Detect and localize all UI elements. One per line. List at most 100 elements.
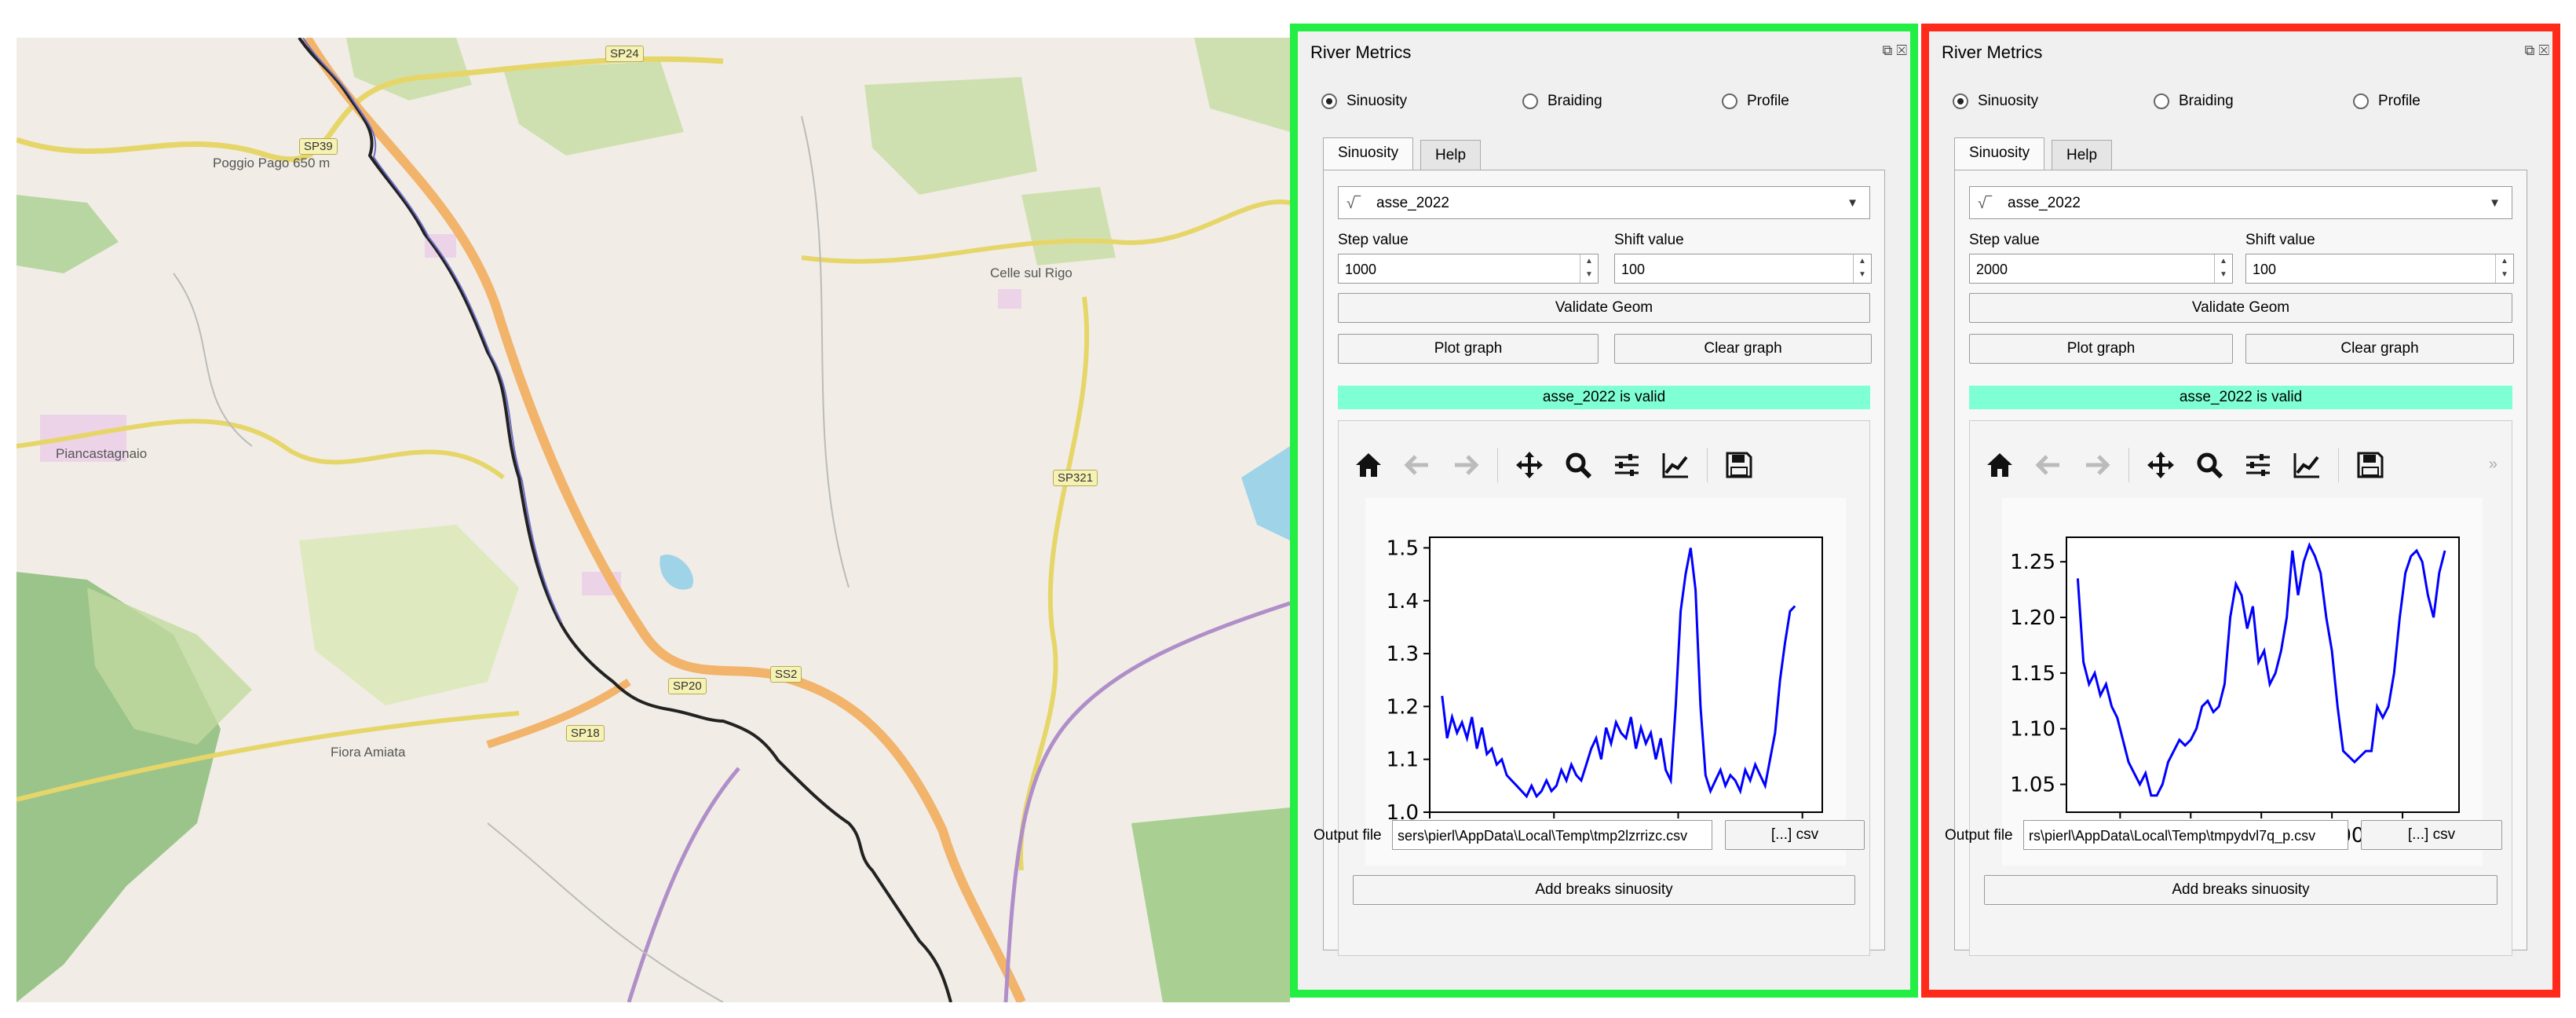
edit-axis-icon[interactable] — [2289, 448, 2324, 482]
spin-arrows-icon[interactable]: ▲ ▼ — [2495, 255, 2513, 283]
save-icon[interactable] — [1722, 448, 1756, 482]
shift-value: 100 — [1621, 262, 1646, 277]
back-arrow-icon[interactable] — [2031, 448, 2066, 482]
dock-buttons[interactable]: ⧉ ☒ — [1883, 42, 1907, 59]
y-tick-label: 1.10 — [2010, 718, 2055, 742]
add-breaks-sinuosity-button[interactable]: Add breaks sinuosity — [1984, 875, 2497, 905]
chevron-down-icon[interactable]: ▼ — [2489, 196, 2501, 210]
y-tick-label: 1.2 — [1387, 695, 1419, 719]
shift-spinbox[interactable]: 100 ▲ ▼ — [2245, 254, 2514, 284]
radio-sinuosity[interactable]: Sinuosity — [1321, 93, 1407, 110]
line-layer-icon: √‾ — [1346, 195, 1361, 212]
shift-label: Shift value — [2245, 232, 2315, 248]
road-shield: SP20 — [668, 678, 707, 694]
layer-name: asse_2022 — [2008, 195, 2081, 211]
forward-arrow-icon[interactable] — [2080, 448, 2114, 482]
float-icon[interactable]: ⧉ — [2524, 42, 2535, 58]
tab-help[interactable]: Help — [2052, 140, 2113, 170]
dock-buttons[interactable]: ⧉ ☒ — [2525, 42, 2549, 59]
tab-sinuosity[interactable]: Sinuosity — [1323, 137, 1414, 170]
radio-dot[interactable] — [1953, 93, 1968, 109]
layer-combobox[interactable]: √‾ asse_2022 ▼ — [1969, 186, 2512, 219]
map-basemap — [16, 38, 1290, 1002]
zoom-icon[interactable] — [1561, 448, 1595, 482]
shift-spinbox[interactable]: 100 ▲ ▼ — [1614, 254, 1872, 284]
pan-icon[interactable] — [1512, 448, 1547, 482]
step-label: Step value — [1338, 232, 1409, 248]
csv-browse-button[interactable]: [...] csv — [1725, 820, 1865, 850]
chart-svg: 1.051.101.151.201.2525005000750010000125… — [2010, 536, 2460, 848]
toolbar-overflow-icon[interactable]: » — [2488, 456, 2497, 473]
forward-arrow-icon[interactable] — [1449, 448, 1483, 482]
panel-title: River Metrics — [1942, 42, 2043, 62]
plot-axes-frame — [1429, 536, 1823, 813]
subplots-config-icon[interactable] — [2241, 448, 2275, 482]
edit-axis-icon[interactable] — [1658, 448, 1693, 482]
csv-browse-button[interactable]: [...] csv — [2361, 820, 2502, 850]
plot-axes-frame — [2066, 536, 2460, 813]
add-breaks-sinuosity-button[interactable]: Add breaks sinuosity — [1353, 875, 1855, 905]
output-file-field[interactable]: sers\pierl\AppData\Local\Temp\tmp2lzrriz… — [1392, 820, 1712, 850]
plot-toolbar — [1351, 441, 1756, 489]
chevron-down-icon[interactable]: ▼ — [1847, 196, 1858, 210]
toolbar-separator — [1497, 448, 1498, 482]
panel-title: River Metrics — [1310, 42, 1412, 62]
output-file-field[interactable]: rs\pierl\AppData\Local\Temp\tmpydvl7q_p.… — [2023, 820, 2348, 850]
subplots-config-icon[interactable] — [1610, 448, 1644, 482]
line-layer-icon: √‾ — [1978, 195, 1992, 212]
spin-arrows-icon[interactable]: ▲ ▼ — [1853, 255, 1871, 283]
back-arrow-icon[interactable] — [1400, 448, 1434, 482]
close-icon[interactable]: ☒ — [2538, 42, 2549, 58]
radio-dot[interactable] — [1722, 93, 1737, 109]
spin-arrows-icon[interactable]: ▲ ▼ — [1580, 255, 1598, 283]
radio-profile[interactable]: Profile — [1722, 93, 1789, 110]
home-icon[interactable] — [1351, 448, 1386, 482]
radio-braiding[interactable]: Braiding — [2154, 93, 2234, 110]
radio-dot[interactable] — [2353, 93, 2369, 109]
radio-dot[interactable] — [2154, 93, 2169, 109]
output-file-label: Output file — [1314, 827, 1382, 844]
road-shield: SP18 — [566, 725, 605, 742]
float-icon[interactable]: ⧉ — [1882, 42, 1893, 58]
map-place-label: Piancastagnaio — [56, 446, 148, 461]
tab-help[interactable]: Help — [1420, 140, 1482, 170]
close-icon[interactable]: ☒ — [1896, 42, 1907, 58]
sinuosity-series-line — [2076, 542, 2446, 797]
radio-profile[interactable]: Profile — [2353, 93, 2421, 110]
layer-combobox[interactable]: √‾ asse_2022 ▼ — [1338, 186, 1870, 219]
tab-sinuosity[interactable]: Sinuosity — [1954, 137, 2045, 170]
y-tick-label: 1.4 — [1387, 590, 1419, 613]
status-message: asse_2022 is valid — [1338, 386, 1870, 409]
radio-sinuosity[interactable]: Sinuosity — [1953, 93, 2038, 110]
toolbar-separator — [2338, 448, 2339, 482]
validate-geom-button[interactable]: Validate Geom — [1969, 293, 2512, 323]
zoom-icon[interactable] — [2192, 448, 2227, 482]
shift-label: Shift value — [1614, 232, 1684, 248]
save-icon[interactable] — [2353, 448, 2388, 482]
step-spinbox[interactable]: 1000 ▲ ▼ — [1338, 254, 1599, 284]
radio-label: Sinuosity — [1978, 93, 2039, 109]
radio-braiding[interactable]: Braiding — [1522, 93, 1602, 110]
radio-label: Braiding — [1547, 93, 1602, 109]
river-metrics-panel: River Metrics ⧉ ☒ Sinuosity Braiding Pro… — [1929, 31, 2552, 990]
plot-graph-button[interactable]: Plot graph — [1969, 334, 2233, 364]
clear-graph-button[interactable]: Clear graph — [1614, 334, 1872, 364]
validate-geom-button[interactable]: Validate Geom — [1338, 293, 1870, 323]
plot-graph-button[interactable]: Plot graph — [1338, 334, 1599, 364]
map-canvas[interactable]: Poggio Pago 650 m Celle sul Rigo Piancas… — [16, 38, 1290, 1002]
pan-icon[interactable] — [2143, 448, 2178, 482]
radio-dot[interactable] — [1321, 93, 1337, 109]
highlight-frame-green: River Metrics ⧉ ☒ Sinuosity Braiding Pro… — [1290, 24, 1918, 998]
radio-dot[interactable] — [1522, 93, 1538, 109]
plot-widget: 1.01.11.21.31.41.5050001000015000 Add br… — [1338, 420, 1870, 956]
y-tick-label: 1.5 — [1387, 536, 1419, 560]
home-icon[interactable] — [1982, 448, 2017, 482]
sinuosity-chart: 1.051.101.151.201.2525005000750010000125… — [2002, 498, 2483, 866]
y-tick-label: 1.3 — [1387, 643, 1419, 666]
radio-label: Braiding — [2179, 93, 2234, 109]
sinuosity-series-line — [1441, 547, 1796, 799]
road-shield: SS2 — [770, 666, 802, 683]
clear-graph-button[interactable]: Clear graph — [2245, 334, 2514, 364]
spin-arrows-icon[interactable]: ▲ ▼ — [2214, 255, 2232, 283]
step-spinbox[interactable]: 2000 ▲ ▼ — [1969, 254, 2233, 284]
